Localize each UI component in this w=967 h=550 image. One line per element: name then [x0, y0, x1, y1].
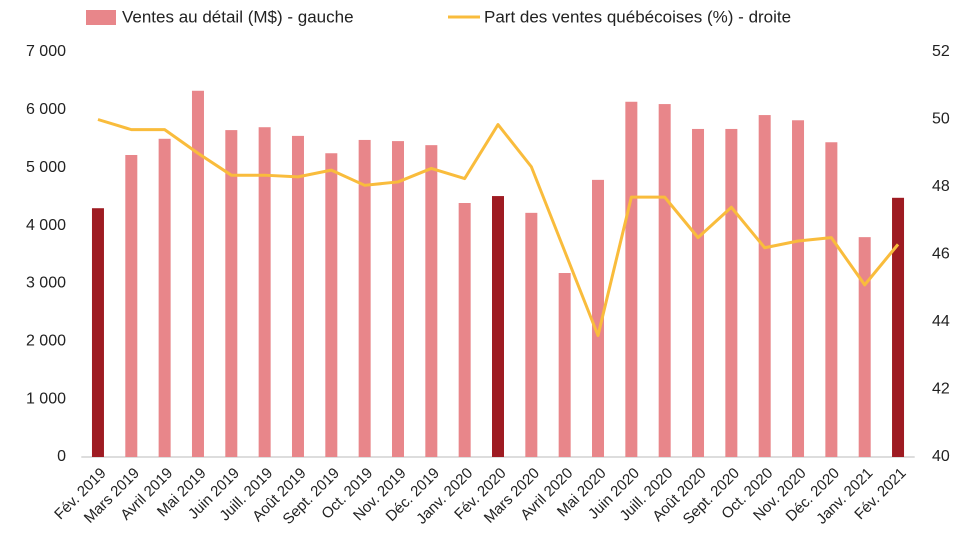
bar — [325, 153, 338, 457]
line — [97, 118, 900, 337]
y-tick-label: 7 000 — [26, 43, 66, 60]
bar — [658, 104, 671, 458]
bar — [91, 208, 104, 457]
bar — [858, 237, 871, 457]
bar — [458, 203, 471, 457]
bar — [692, 128, 705, 457]
y2-tick-label: 46 — [932, 246, 950, 263]
legend-swatch — [86, 10, 116, 25]
bar — [625, 101, 638, 457]
y-tick-label: 2 000 — [26, 333, 66, 350]
bar — [558, 273, 571, 457]
bar — [592, 179, 605, 457]
legend-label: Ventes au détail (M$) - gauche — [122, 7, 354, 26]
bar — [792, 120, 805, 458]
y2-tick-label: 48 — [932, 178, 950, 195]
y-tick-label: 0 — [57, 448, 66, 465]
bar — [391, 141, 404, 457]
y2-tick-label: 42 — [932, 381, 950, 398]
y2-tick-label: 40 — [932, 448, 950, 465]
bar — [291, 135, 304, 457]
bar — [758, 115, 771, 458]
y2-tick-label: 44 — [932, 313, 950, 330]
bar — [225, 130, 238, 457]
y-tick-label: 1 000 — [26, 390, 66, 407]
y-tick-label: 6 000 — [26, 101, 66, 118]
bar — [125, 154, 138, 457]
bar — [425, 145, 438, 457]
bar — [525, 212, 538, 457]
bar — [725, 128, 738, 457]
y-tick-label: 4 000 — [26, 217, 66, 234]
y-tick-label: 3 000 — [26, 275, 66, 292]
legend-label: Part des ventes québécoises (%) - droite — [484, 7, 791, 26]
bar — [158, 138, 171, 458]
y2-tick-label: 50 — [932, 111, 950, 128]
bar — [892, 197, 905, 458]
bar — [825, 142, 838, 457]
bar — [258, 127, 271, 457]
bar — [358, 139, 371, 457]
bar — [191, 90, 204, 457]
bar — [492, 196, 504, 458]
y-tick-label: 5 000 — [26, 159, 66, 176]
y2-tick-label: 52 — [932, 43, 950, 60]
